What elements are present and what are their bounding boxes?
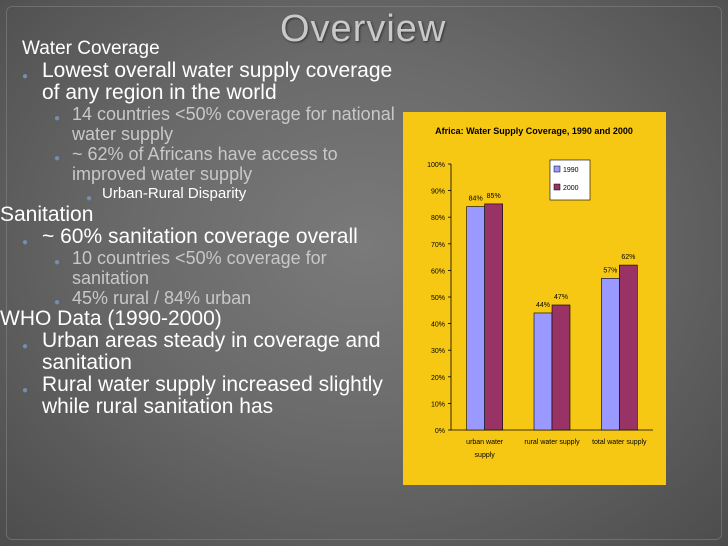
- bar-chart: Africa: Water Supply Coverage, 1990 and …: [427, 126, 653, 459]
- y-tick-label: 100%: [427, 162, 445, 169]
- bullet-icon: ●: [22, 237, 29, 248]
- y-tick-label: 40%: [431, 322, 445, 329]
- chart-title: Africa: Water Supply Coverage, 1990 and …: [435, 126, 633, 136]
- legend-swatch: [553, 165, 561, 173]
- sanitation-bullet: ● ~ 60% sanitation coverage overall: [0, 226, 400, 249]
- sanitation-heading: Sanitation: [0, 203, 94, 226]
- y-tick-label: 20%: [431, 375, 445, 382]
- bar-1990: [466, 206, 485, 431]
- bar-1990: [601, 278, 620, 431]
- bullet-icon: ●: [54, 297, 61, 308]
- bullet-icon: ●: [22, 385, 29, 396]
- bar-2000: [619, 264, 638, 431]
- who-bullet: ● Urban areas steady in coverage and san…: [22, 329, 381, 374]
- y-tick-label: 90%: [431, 189, 445, 196]
- slide-title: Overview: [280, 8, 447, 50]
- water-subsubbullet: ● Urban-Rural Disparity: [0, 184, 400, 204]
- water-subbullet: ● 14 countries <50% coverage for nationa…: [54, 104, 395, 144]
- bar-2000: [484, 203, 503, 431]
- sanitation-subbullet: ● 10 countries <50% coverage for sanitat…: [54, 248, 327, 288]
- chart-panel: Africa: Water Supply Coverage, 1990 and …: [403, 112, 666, 485]
- bullet-icon: ●: [22, 71, 29, 82]
- bullet-icon: ●: [54, 113, 61, 124]
- slide-frame: [6, 6, 722, 540]
- data-label: 85%: [487, 193, 501, 200]
- bar-1990: [533, 312, 553, 431]
- bullet-icon: ●: [54, 257, 61, 268]
- legend-label: 1990: [563, 167, 579, 174]
- bullet-icon: ●: [54, 153, 61, 164]
- who-bullet: ● Rural water supply increased slightly …: [22, 373, 383, 418]
- data-label: 84%: [469, 196, 483, 203]
- y-tick-label: 70%: [431, 242, 445, 249]
- x-tick-label: total water supply: [592, 439, 647, 446]
- bar-2000: [551, 304, 571, 431]
- bullet-icon: ●: [86, 193, 93, 204]
- y-tick-label: 50%: [431, 295, 445, 302]
- legend-label: 2000: [563, 185, 579, 192]
- y-tick-label: 30%: [431, 348, 445, 355]
- water-heading: Water Coverage: [22, 38, 160, 59]
- data-label: 57%: [603, 267, 617, 274]
- y-tick-label: 80%: [431, 215, 445, 222]
- data-label: 47%: [554, 294, 568, 301]
- who-heading: WHO Data (1990-2000): [0, 307, 222, 330]
- x-tick-label: urban water: [466, 439, 504, 446]
- slide-body: Water Coverage ● Lowest overall water su…: [0, 38, 400, 418]
- x-tick-label: rural water supply: [524, 439, 580, 446]
- y-tick-label: 10%: [431, 401, 445, 408]
- bullet-icon: ●: [22, 341, 29, 352]
- data-label: 62%: [621, 254, 635, 261]
- x-tick-label: supply: [475, 452, 496, 459]
- y-tick-label: 0%: [435, 428, 445, 435]
- legend-swatch: [553, 183, 561, 191]
- data-label: 44%: [536, 302, 550, 309]
- sanitation-subbullet: ● 45% rural / 84% urban: [0, 288, 400, 308]
- y-tick-label: 60%: [431, 268, 445, 275]
- water-subbullet: ● ~ 62% of Africans have access to impro…: [54, 144, 338, 184]
- water-bullet: ● Lowest overall water supply coverage o…: [22, 59, 393, 104]
